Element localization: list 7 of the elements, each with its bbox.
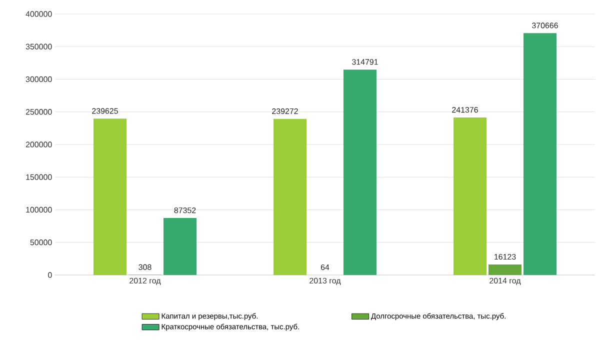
bar (343, 70, 376, 275)
bar (274, 118, 307, 275)
bar (454, 118, 487, 275)
bar (524, 33, 556, 275)
bar (488, 264, 522, 275)
bar (94, 118, 127, 275)
bar (163, 218, 196, 275)
